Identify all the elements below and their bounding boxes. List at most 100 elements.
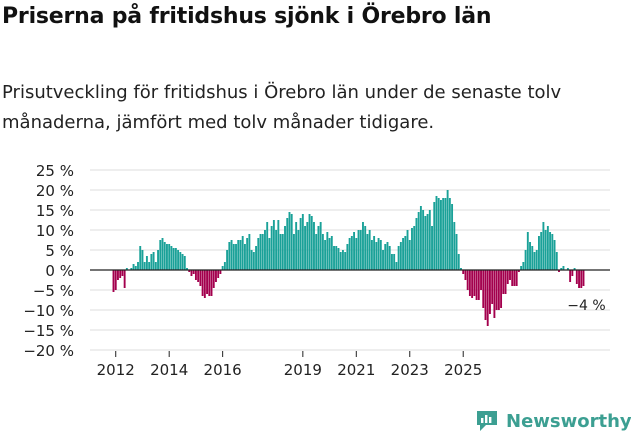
brand-name: Newsworthy	[506, 410, 631, 432]
bar	[569, 270, 572, 282]
bar	[206, 270, 209, 294]
bar	[431, 226, 433, 270]
bar	[390, 254, 393, 270]
bar	[553, 240, 556, 270]
bar	[464, 270, 467, 280]
bar	[571, 270, 574, 276]
bar	[504, 270, 507, 294]
bar	[226, 250, 229, 270]
bar	[535, 250, 538, 270]
bar	[446, 190, 449, 270]
bar	[344, 252, 347, 270]
bar	[235, 244, 237, 270]
bar	[321, 234, 324, 270]
bar	[437, 198, 440, 270]
bar	[150, 254, 153, 270]
bar	[513, 270, 516, 286]
y-tick-label: 0 %	[45, 262, 74, 280]
bar	[248, 234, 251, 270]
bar	[143, 262, 146, 270]
y-axis: 25 % 20 % 15 % 10 % 5 % 0 % −5 % −10 % −15 % −20 …	[23, 162, 74, 360]
bar	[112, 270, 115, 292]
bar	[308, 214, 311, 270]
bar	[475, 270, 478, 300]
bar	[517, 270, 520, 272]
chart-title: Priserna på fritidshus sjönk i Örebro lä…	[2, 4, 492, 29]
bar	[250, 250, 253, 270]
bar	[210, 270, 213, 296]
bar	[217, 270, 220, 278]
bar	[484, 270, 487, 320]
bar	[137, 262, 139, 270]
bar	[544, 230, 547, 270]
bar	[460, 268, 462, 270]
bar	[328, 238, 331, 270]
bar	[524, 250, 527, 270]
y-tick-label: 5 %	[45, 242, 74, 260]
bar	[132, 264, 135, 270]
bar	[435, 196, 438, 270]
bar	[177, 250, 180, 270]
bar	[551, 234, 554, 270]
bar	[288, 212, 291, 270]
bar	[411, 228, 413, 270]
bar	[152, 252, 155, 270]
bar	[549, 232, 552, 270]
bar	[482, 270, 485, 308]
bar	[511, 270, 514, 286]
bar	[515, 270, 518, 286]
bar	[241, 236, 244, 270]
bar	[402, 238, 405, 270]
x-tick-label: 2012	[97, 361, 135, 379]
bar	[495, 270, 498, 310]
x-axis: 2012 2014 2016 2019 2021 2023 2025	[97, 351, 482, 379]
bar	[281, 234, 284, 270]
bar	[457, 254, 460, 270]
bar	[157, 250, 159, 270]
x-tick-label: 2014	[150, 361, 188, 379]
bar	[304, 226, 307, 270]
bar	[335, 246, 338, 270]
bar	[134, 266, 137, 270]
bar	[546, 226, 549, 270]
bar	[558, 270, 560, 272]
bar	[542, 222, 545, 270]
bar	[161, 238, 164, 270]
bar	[424, 216, 427, 270]
y-tick-label: −5 %	[33, 282, 74, 300]
bar	[573, 268, 576, 270]
bar	[117, 270, 119, 280]
bar	[286, 218, 289, 270]
bar	[228, 242, 231, 270]
bar	[299, 218, 302, 270]
bar	[221, 266, 224, 270]
bar	[324, 240, 327, 270]
bar	[341, 250, 344, 270]
bar-series	[112, 190, 585, 326]
bar	[123, 270, 126, 288]
bar	[270, 226, 273, 270]
bar	[114, 270, 117, 290]
bar	[194, 270, 197, 280]
bar	[497, 270, 500, 310]
bar	[315, 234, 318, 270]
bar	[219, 270, 222, 274]
bar	[364, 226, 367, 270]
bar	[145, 256, 148, 270]
bar	[168, 244, 171, 270]
bar	[215, 270, 217, 282]
bar	[339, 252, 342, 270]
bar	[275, 230, 278, 270]
bar	[509, 270, 511, 280]
bar	[422, 210, 425, 270]
bar	[540, 232, 543, 270]
bar	[292, 234, 295, 270]
bar	[284, 226, 286, 270]
bar	[386, 242, 389, 270]
bar	[306, 222, 309, 270]
x-tick-label: 2021	[337, 361, 375, 379]
bar	[154, 262, 157, 270]
bar	[279, 234, 282, 270]
bar	[442, 198, 445, 270]
bar	[506, 270, 509, 284]
